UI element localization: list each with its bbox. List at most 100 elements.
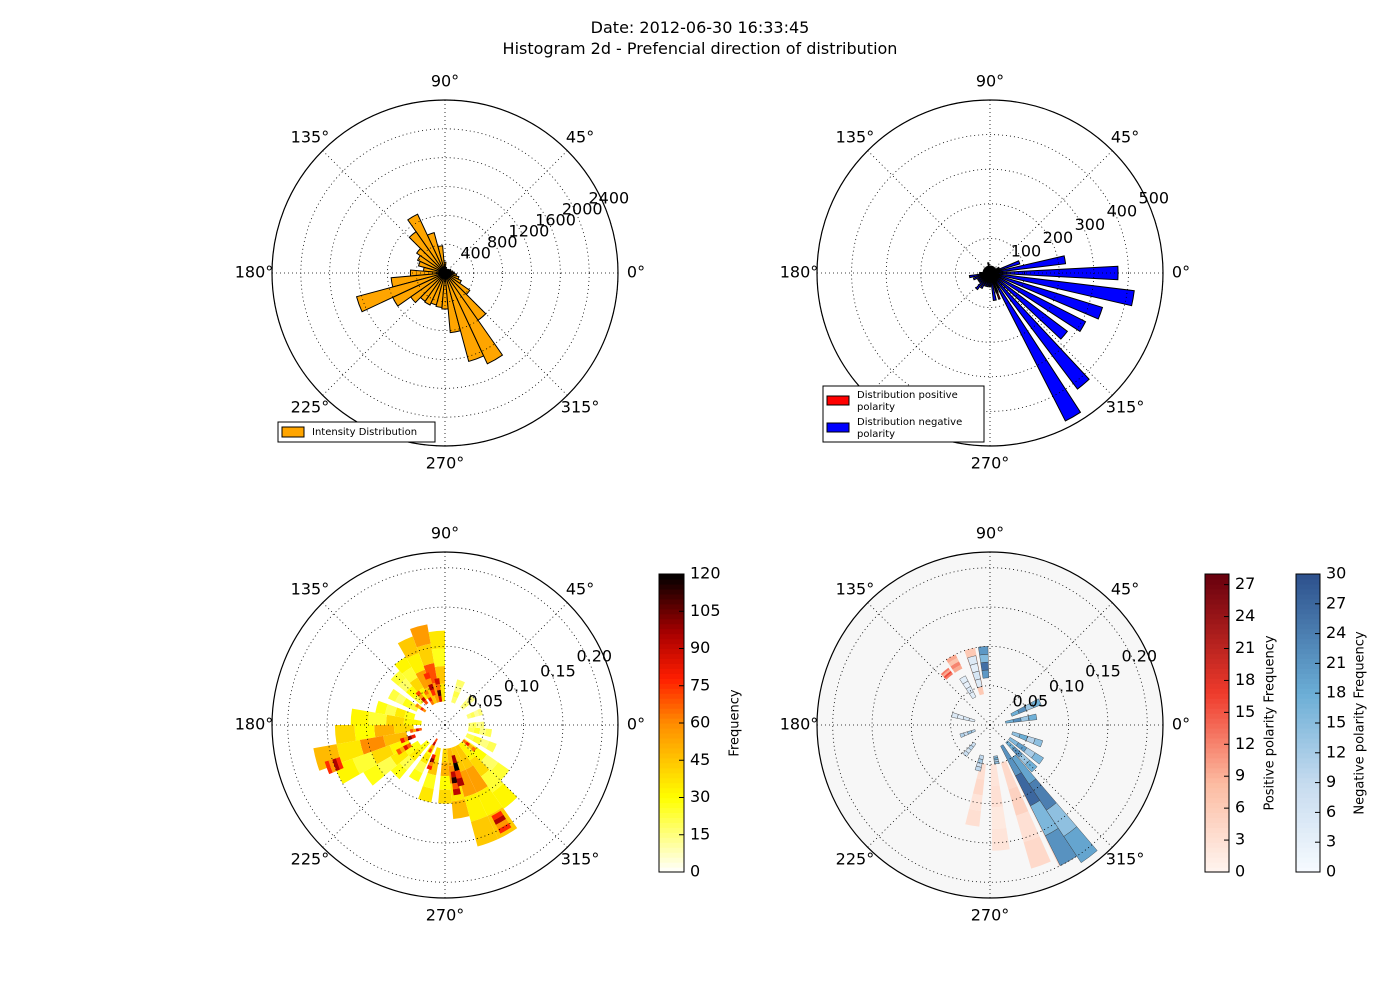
colorbar-segment bbox=[1205, 668, 1229, 674]
heatmap-cell bbox=[1008, 786, 1029, 816]
colorbar-segment bbox=[1296, 862, 1320, 868]
colorbar-tick-label: 45 bbox=[690, 750, 710, 769]
colorbar-segment bbox=[1296, 747, 1320, 754]
angular-gridline bbox=[444, 272, 568, 396]
colorbar-segment bbox=[1205, 663, 1229, 669]
colorbar-segment bbox=[659, 782, 684, 789]
heatmap-cell bbox=[959, 675, 969, 685]
rose-bar bbox=[988, 272, 992, 288]
heatmap-cell bbox=[969, 793, 983, 812]
heatmap-cell bbox=[354, 725, 376, 741]
heatmap-cell bbox=[409, 702, 420, 712]
heatmap-cell bbox=[350, 708, 370, 725]
colorbar-segment bbox=[659, 718, 684, 724]
heatmap-cell bbox=[427, 748, 433, 754]
angle-tick-label: 270° bbox=[426, 906, 465, 925]
heatmap-cell bbox=[471, 746, 487, 762]
colorbar-segment bbox=[659, 837, 684, 843]
radial-tick-label: 1200 bbox=[509, 221, 550, 240]
colorbar-segment bbox=[1205, 847, 1229, 853]
colorbar-segment bbox=[1296, 673, 1320, 679]
heatmap-cell bbox=[409, 677, 424, 692]
figure-title: Date: 2012-06-30 16:33:45 bbox=[590, 18, 810, 37]
colorbar-segment bbox=[1296, 807, 1320, 813]
angle-tick-label: 90° bbox=[976, 72, 1004, 91]
colorbar-segment bbox=[1296, 857, 1320, 863]
radial-gridline bbox=[885, 168, 1095, 378]
radial-gridline bbox=[329, 157, 561, 389]
angle-tick-label: 270° bbox=[426, 454, 465, 473]
colorbar-segment bbox=[659, 867, 684, 873]
colorbar-segment bbox=[1296, 802, 1320, 809]
heatmap-cell bbox=[404, 710, 416, 720]
colorbar-segment bbox=[1296, 757, 1320, 764]
colorbar-segment bbox=[1296, 663, 1320, 669]
radial-tick-label: 0.05 bbox=[468, 691, 504, 710]
heatmap-cell bbox=[453, 762, 460, 772]
colorbar-segment bbox=[659, 747, 684, 754]
colorbar-segment bbox=[659, 678, 684, 684]
heatmap-cell bbox=[408, 768, 423, 783]
heatmap-cell bbox=[1033, 738, 1044, 748]
colorbar-segment bbox=[1296, 638, 1320, 645]
heatmap-cell bbox=[468, 743, 474, 750]
radial-tick-label: 800 bbox=[487, 232, 518, 251]
legend-label: polarity bbox=[857, 402, 895, 413]
heatmap-cell bbox=[942, 669, 951, 677]
colorbar-label: Positive polarity Frequency bbox=[1263, 635, 1278, 810]
colorbar-segment bbox=[1296, 867, 1320, 873]
angular-gridline bbox=[322, 150, 446, 274]
colorbar-segment bbox=[1296, 603, 1320, 610]
colorbar-tick-label: 15 bbox=[1326, 713, 1346, 732]
colorbar-segment bbox=[659, 713, 684, 719]
colorbar-segment bbox=[1205, 693, 1229, 699]
heatmap-cell bbox=[418, 693, 424, 700]
heatmap-cell bbox=[399, 737, 406, 744]
rose-bar bbox=[979, 272, 991, 290]
heatmap-cell bbox=[332, 758, 341, 772]
colorbar-segment bbox=[1205, 603, 1229, 610]
colorbar-segment bbox=[1296, 852, 1320, 858]
heatmap-cell bbox=[423, 689, 429, 696]
angle-tick-label: 135° bbox=[836, 127, 875, 146]
colorbar-segment bbox=[659, 787, 684, 794]
colorbar-segment bbox=[1205, 718, 1229, 724]
legend-box bbox=[277, 421, 436, 443]
radial-gridline bbox=[405, 685, 485, 765]
radial-gridline bbox=[358, 186, 532, 360]
colorbar-segment bbox=[1296, 737, 1320, 744]
colorbar-segment bbox=[1296, 678, 1320, 684]
heatmap-cell bbox=[414, 703, 420, 708]
radial-gridline bbox=[920, 203, 1060, 343]
colorbar-segment bbox=[659, 683, 684, 689]
radial-gridline bbox=[832, 567, 1148, 883]
heatmap-cell bbox=[431, 753, 436, 759]
colorbar-tick-label: 15 bbox=[690, 824, 710, 843]
colorbar-segment bbox=[659, 588, 684, 595]
heatmap-cell bbox=[980, 661, 989, 671]
colorbar-frame bbox=[1204, 573, 1230, 873]
colorbar-segment bbox=[659, 832, 684, 838]
heatmap-cell bbox=[456, 777, 465, 787]
legend-swatch bbox=[826, 395, 850, 406]
heatmap-cell bbox=[431, 648, 445, 667]
colorbar-segment bbox=[1296, 623, 1320, 630]
colorbar-tick-label: 90 bbox=[690, 638, 710, 657]
heatmap-cell bbox=[451, 754, 458, 764]
heatmap-cell bbox=[383, 731, 409, 747]
colorbar-segment bbox=[1205, 862, 1229, 868]
colorbar-tick-label: 3 bbox=[1326, 832, 1336, 851]
colorbar-segment bbox=[659, 827, 684, 833]
heatmap-cell bbox=[991, 785, 1003, 808]
heatmap-cell bbox=[426, 764, 433, 771]
heatmap-cell bbox=[434, 678, 440, 685]
colorbar-segment bbox=[659, 737, 684, 744]
colorbar-segment bbox=[1296, 842, 1320, 848]
angle-tick-label: 45° bbox=[566, 127, 594, 146]
rose-bar bbox=[986, 272, 991, 288]
heatmap-cell bbox=[403, 736, 409, 742]
colorbar-segment bbox=[1205, 613, 1229, 620]
angle-tick-label: 45° bbox=[1111, 579, 1139, 598]
heatmap-cell bbox=[412, 728, 417, 733]
